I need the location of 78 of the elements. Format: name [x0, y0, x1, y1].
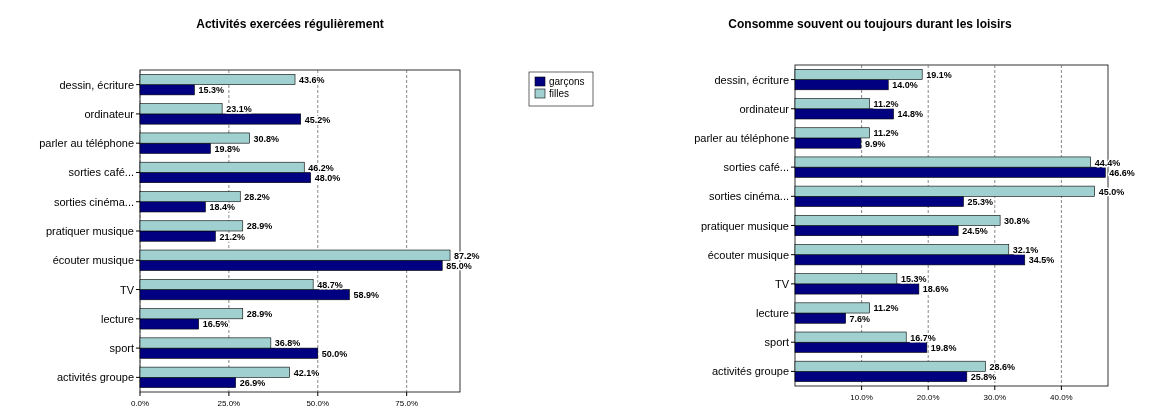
x-tick-label: 40.0% — [1050, 393, 1073, 402]
y-tick-label: ordinateur — [84, 107, 135, 120]
data-label: 46.6% — [1109, 167, 1135, 178]
data-label: 42.1% — [293, 367, 320, 378]
y-tick-label: lecture — [100, 312, 134, 325]
y-tick-label: activités groupe — [711, 365, 789, 378]
y-tick-label: TV — [119, 283, 135, 296]
data-label: 46.2% — [308, 162, 334, 173]
data-label: 30.8% — [253, 133, 280, 144]
data-label: 11.2% — [873, 128, 899, 139]
y-tick-label: sorties café... — [723, 161, 789, 174]
x-tick-label: 20.0% — [916, 393, 940, 402]
data-label: 48.0% — [314, 173, 341, 184]
data-label: 7.6% — [849, 313, 871, 324]
chart-title: Consomme souvent ou toujours durant les loisirs — [728, 17, 1013, 31]
data-label: 50.0% — [321, 348, 348, 359]
legend-label: garçons — [549, 76, 585, 87]
data-label: 87.2% — [454, 250, 480, 261]
y-tick-label: pratiquer musique — [45, 225, 134, 237]
data-label: 11.2% — [873, 303, 899, 314]
data-label: 15.3% — [900, 274, 927, 285]
y-tick-label: dessin, écriture — [59, 78, 134, 91]
data-label: 21.2% — [219, 231, 245, 242]
x-tick-label: 25.0% — [217, 399, 241, 408]
data-label: 25.3% — [967, 196, 994, 207]
data-label: 9.9% — [864, 138, 886, 149]
y-tick-label: sorties café... — [68, 166, 134, 179]
data-label: 24.5% — [962, 226, 988, 237]
data-label: 28.2% — [244, 192, 270, 203]
data-label: 44.4% — [1094, 157, 1121, 168]
x-tick-label: 0.0% — [130, 399, 150, 408]
data-label: 16.7% — [910, 332, 936, 343]
data-label: 19.1% — [926, 69, 952, 80]
data-label: 30.8% — [1004, 215, 1030, 226]
data-label: 18.6% — [922, 284, 949, 295]
y-tick-label: TV — [774, 277, 790, 290]
data-label: 19.8% — [214, 143, 240, 154]
data-label: 25.8% — [970, 372, 997, 383]
data-label: 23.1% — [226, 104, 252, 115]
y-tick-label: parler au téléphone — [694, 131, 789, 144]
y-tick-label: sorties cinéma... — [53, 195, 134, 208]
x-tick-label: 75.0% — [395, 399, 419, 408]
legend-label: filles — [549, 88, 570, 99]
data-label: 16.5% — [202, 319, 229, 330]
y-tick-label: écouter musique — [707, 248, 789, 261]
data-label: 43.6% — [299, 75, 325, 86]
y-tick-label: dessin, écriture — [714, 73, 789, 86]
data-label: 19.8% — [930, 342, 957, 353]
x-tick-label: 50.0% — [306, 399, 330, 408]
y-tick-label: lecture — [755, 307, 789, 320]
data-label: 28.6% — [989, 361, 1015, 372]
data-label: 58.9% — [353, 290, 379, 301]
data-label: 18.4% — [209, 202, 235, 213]
y-tick-label: activités groupe — [56, 371, 134, 384]
y-tick-label: ordinateur — [739, 102, 790, 115]
data-label: 34.5% — [1028, 255, 1055, 266]
y-tick-label: écouter musique — [52, 254, 134, 267]
data-label: 26.9% — [239, 377, 266, 388]
data-label: 85.0% — [446, 260, 472, 271]
x-tick-label: 10.0% — [850, 393, 873, 402]
data-label: 28.9% — [246, 221, 273, 232]
data-label: 14.8% — [897, 109, 924, 120]
data-label: 11.2% — [873, 99, 899, 110]
y-tick-label: sport — [764, 336, 789, 349]
y-tick-label: pratiquer musique — [700, 219, 789, 232]
data-label: 45.2% — [304, 114, 331, 125]
data-label: 28.9% — [246, 309, 273, 320]
data-label: 14.0% — [892, 80, 918, 91]
data-label: 45.0% — [1098, 186, 1125, 197]
data-label: 32.1% — [1012, 245, 1039, 256]
y-tick-label: sorties cinéma... — [708, 190, 789, 203]
chart-title: Activités exercées régulièrement — [196, 17, 384, 31]
x-tick-label: 30.0% — [983, 393, 1007, 402]
y-tick-label: parler au téléphone — [39, 137, 134, 150]
data-label: 36.8% — [274, 338, 301, 349]
data-label: 48.7% — [317, 279, 343, 290]
data-label: 15.3% — [198, 85, 224, 96]
y-tick-label: sport — [109, 342, 134, 355]
